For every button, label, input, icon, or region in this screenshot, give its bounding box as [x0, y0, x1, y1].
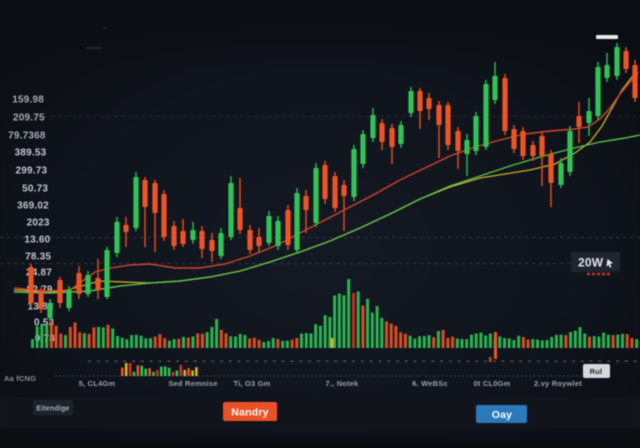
svg-text:Eitendige: Eitendige	[36, 406, 69, 413]
svg-text:389.53: 389.53	[15, 148, 47, 159]
svg-text:Ti, O3 Gm: Ti, O3 Gm	[233, 379, 270, 388]
svg-text:6. WeBSc: 6. WeBSc	[412, 379, 448, 388]
svg-text:24.87: 24.87	[26, 268, 52, 279]
svg-text:13.60: 13.60	[24, 235, 50, 246]
svg-text:299.73: 299.73	[16, 166, 48, 177]
svg-text:209.75: 209.75	[13, 113, 45, 124]
svg-text:Oay: Oay	[492, 409, 512, 421]
svg-text:Sed Remnise: Sed Remnise	[168, 379, 217, 388]
svg-text:159.98: 159.98	[12, 95, 44, 106]
svg-text:5, CL4Gm: 5, CL4Gm	[79, 379, 116, 388]
svg-text:78.35: 78.35	[25, 252, 51, 263]
svg-text:0.78: 0.78	[35, 334, 56, 345]
svg-text:0.53: 0.53	[34, 318, 55, 329]
svg-text:369.02: 369.02	[17, 201, 49, 212]
svg-text:2023: 2023	[27, 218, 50, 229]
svg-text:7., Notek: 7., Notek	[325, 379, 359, 388]
svg-text:Aa fCNG: Aa fCNG	[4, 374, 36, 383]
svg-text:50.73: 50.73	[22, 184, 48, 195]
svg-text:2.vy Roywlet: 2.vy Roywlet	[534, 379, 582, 388]
svg-text:20W: 20W	[578, 256, 604, 270]
svg-text:Rul: Rul	[590, 367, 603, 376]
svg-text:Nandry: Nandry	[231, 407, 268, 419]
svg-text:79.7368: 79.7368	[8, 131, 46, 142]
svg-text:0t CL0Gm: 0t CL0Gm	[473, 379, 510, 388]
